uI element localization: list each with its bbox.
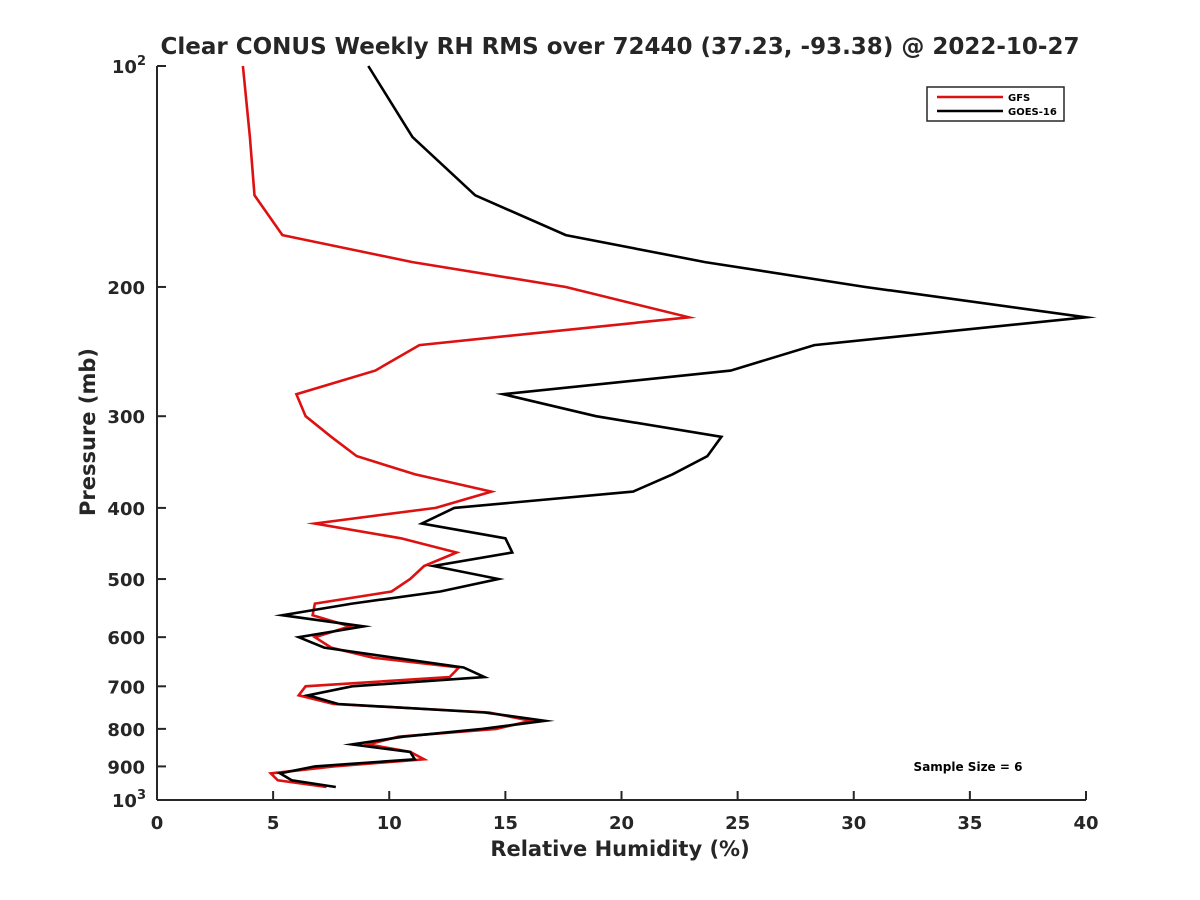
y-axis-label: Pressure (mb) (76, 348, 100, 516)
sample-size-annotation: Sample Size = 6 (914, 760, 1023, 774)
legend-label: GOES-16 (1008, 107, 1057, 118)
y-tick-label: 700 (107, 677, 145, 698)
series-layer (241, 65, 1097, 789)
legend-box (926, 86, 1065, 122)
legend-label: GFS (1008, 93, 1030, 104)
x-tick-label: 30 (841, 813, 866, 834)
x-tick-label: 10 (377, 813, 402, 834)
x-tick-label: 20 (609, 813, 634, 834)
x-tick-label: 5 (267, 813, 280, 834)
plot-area (157, 66, 1086, 800)
plot-background (157, 66, 1086, 800)
y-tick-label: 900 (107, 757, 145, 778)
y-tick-label: 300 (107, 407, 145, 428)
x-tick-label: 15 (493, 813, 518, 834)
series-line-goes-16 (273, 65, 1097, 789)
x-axis-label: Relative Humidity (%) (490, 837, 749, 861)
axes-layer: 0 5 10 15 20 25 30 35 40 102 200 300 400 500 600 700 800… (107, 54, 1098, 834)
x-tick-label: 35 (957, 813, 982, 834)
legend: GFS GOES-16 (926, 86, 1065, 122)
x-tick-label: 0 (151, 813, 164, 834)
y-tick-label: 102 (112, 54, 146, 78)
y-tick-label: 400 (107, 499, 145, 520)
y-tick-label: 200 (107, 278, 145, 299)
chart-title: Clear CONUS Weekly RH RMS over 72440 (37… (161, 34, 1080, 60)
y-tick-label: 500 (107, 570, 145, 591)
y-tick-label: 800 (107, 720, 145, 741)
x-tick-label: 40 (1073, 813, 1098, 834)
y-tick-label: 103 (112, 788, 146, 812)
x-tick-label: 25 (725, 813, 750, 834)
y-tick-label: 600 (107, 628, 145, 649)
